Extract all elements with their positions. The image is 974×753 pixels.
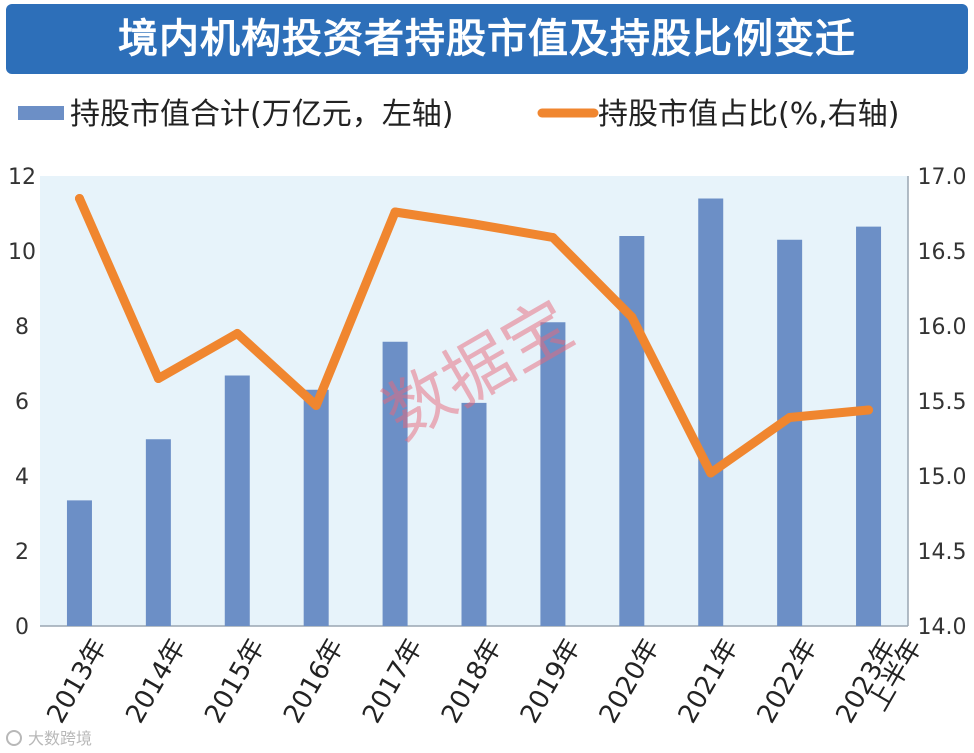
source-logo-icon [6, 730, 22, 746]
x-tick-label: 2017年 [357, 634, 429, 729]
right-tick-label: 15.5 [918, 390, 967, 415]
left-tick-label: 8 [15, 315, 29, 340]
legend-label-bar: 持股市值合计(万亿元，左轴) [70, 97, 453, 132]
bar [777, 239, 803, 626]
legend: 持股市值合计(万亿元，左轴) 持股市值占比(%,右轴) [18, 97, 899, 132]
line-series [74, 194, 874, 478]
left-tick-label: 6 [15, 390, 29, 415]
chart-title: 境内机构投资者持股市值及持股比例变迁 [118, 16, 856, 62]
line-point [864, 405, 874, 415]
bar-series [66, 198, 882, 626]
right-tick-label: 15.0 [918, 465, 967, 490]
right-tick-label: 17.0 [918, 165, 967, 190]
left-axis-ticks: 0 2 4 6 8 10 12 [8, 165, 36, 640]
bar [303, 389, 329, 626]
line-point [627, 312, 637, 322]
right-tick-label: 16.5 [918, 240, 967, 265]
bar [145, 439, 171, 626]
line-point [548, 233, 558, 242]
line-point [706, 468, 716, 478]
bar [619, 236, 645, 626]
left-tick-label: 12 [8, 165, 36, 190]
legend-swatch-bar [18, 106, 64, 120]
x-tick-label: 2013年 [41, 634, 113, 729]
source-logo-text: 大数跨境 [28, 729, 92, 748]
line-point [469, 219, 479, 229]
left-tick-label: 4 [15, 465, 29, 490]
bar [382, 341, 408, 626]
bar [856, 226, 882, 626]
x-tick-label: 2020年 [594, 634, 666, 729]
line-point [153, 374, 163, 383]
x-tick-label: 2016年 [278, 634, 350, 729]
x-tick-label: 2022年 [752, 634, 824, 729]
title-bar: 境内机构投资者持股市值及持股比例变迁 [6, 4, 968, 74]
line-point [232, 329, 242, 338]
bar [224, 375, 250, 626]
bar [66, 500, 92, 626]
left-tick-label: 2 [15, 540, 29, 565]
line-point [390, 207, 400, 217]
x-axis-labels: 2013年 2014年 2015年 2016年 2017年 2018年 2019年 2020年… [41, 634, 928, 729]
bar [540, 322, 566, 626]
x-tick-label: 2015年 [199, 634, 271, 729]
x-tick-label: 2014年 [120, 634, 192, 729]
bar [461, 402, 487, 626]
x-tick-label: 2018年 [436, 634, 508, 729]
right-tick-label: 14.5 [918, 540, 967, 565]
x-tick-label: 2019年 [515, 634, 587, 729]
line-point [311, 401, 321, 410]
right-tick-label: 16.0 [918, 315, 967, 340]
x-tick-label: 2021年 [673, 634, 745, 729]
source-logo: 大数跨境 [6, 729, 92, 748]
left-tick-label: 0 [15, 615, 29, 640]
right-tick-label: 14.0 [918, 615, 967, 640]
legend-label-line: 持股市值占比(%,右轴) [598, 97, 899, 132]
bar [698, 198, 724, 626]
line-point [785, 413, 795, 422]
line-point [74, 194, 84, 203]
left-tick-label: 10 [8, 240, 36, 265]
right-axis-ticks: 14.0 14.5 15.0 15.5 16.0 16.5 17.0 [918, 165, 967, 640]
